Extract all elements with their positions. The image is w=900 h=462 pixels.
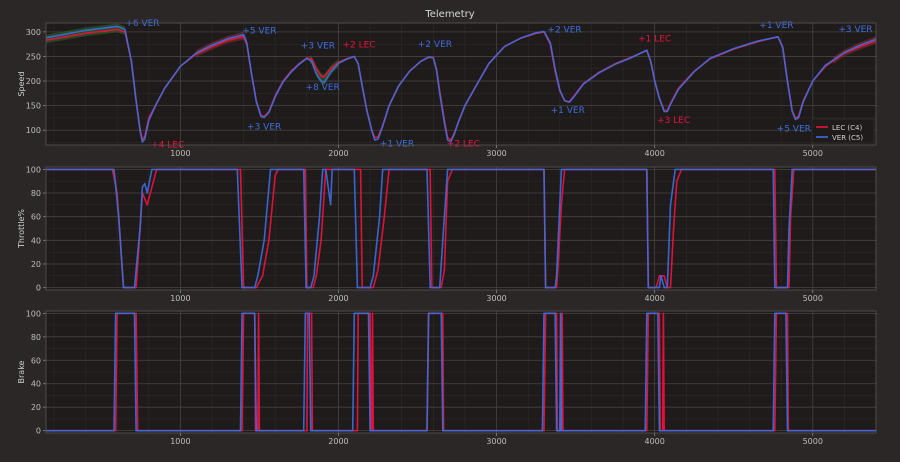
delta-annotation: +1 VER bbox=[380, 139, 414, 149]
x-tick-label: 1000 bbox=[170, 294, 190, 303]
delta-annotation: +3 VER bbox=[247, 122, 281, 132]
delta-annotation: +5 VER bbox=[242, 26, 276, 36]
legend-label-lec: LEC (C4) bbox=[832, 124, 863, 132]
y-tick-label: 100 bbox=[26, 126, 41, 135]
delta-annotation: +1 VER bbox=[551, 106, 585, 116]
x-tick-label: 4000 bbox=[644, 149, 664, 158]
panel-throttle: 1000 2000 3000 4000 5000 0 20 40 60 80 100 Throttle… bbox=[17, 165, 877, 303]
x-tick-label: 3000 bbox=[486, 149, 506, 158]
delta-annotation: +2 LEC bbox=[342, 41, 375, 51]
y-tick-label: 60 bbox=[31, 213, 41, 222]
y-tick-label: 150 bbox=[26, 102, 41, 111]
x-tick-label: 1000 bbox=[170, 149, 190, 158]
x-tick-label: 5000 bbox=[803, 149, 823, 158]
y-axis-label: Speed bbox=[17, 71, 26, 96]
y-tick-label: 80 bbox=[31, 189, 41, 198]
panel-speed: 1000 2000 3000 4000 5000 100 150 200 250 300 Speed… bbox=[17, 19, 877, 158]
y-tick-label: 0 bbox=[36, 284, 41, 293]
delta-annotation: +5 VER bbox=[777, 125, 811, 135]
x-tick-label: 4000 bbox=[644, 294, 664, 303]
plot-area bbox=[46, 23, 876, 145]
delta-annotation: +2 VER bbox=[418, 40, 452, 50]
y-tick-label: 40 bbox=[31, 236, 41, 245]
legend-label-ver: VER (C5) bbox=[832, 134, 863, 142]
delta-annotation: +2 VER bbox=[547, 25, 581, 35]
x-tick-label: 1000 bbox=[170, 437, 190, 446]
y-tick-label: 80 bbox=[31, 333, 41, 342]
panel-brake: 1000 2000 3000 4000 5000 0 20 40 60 80 100 Brake bbox=[17, 309, 877, 446]
series-line-ver bbox=[45, 25, 877, 143]
chart-title: Telemetry bbox=[424, 9, 474, 20]
y-tick-label: 250 bbox=[26, 52, 41, 61]
delta-annotation: +8 VER bbox=[306, 83, 340, 93]
x-tick-label: 2000 bbox=[328, 149, 348, 158]
delta-annotation: +3 LEC bbox=[657, 116, 690, 126]
delta-annotation: +1 VER bbox=[759, 21, 793, 31]
y-tick-label: 300 bbox=[26, 28, 41, 37]
y-tick-label: 40 bbox=[31, 380, 41, 389]
y-tick-label: 100 bbox=[26, 165, 41, 174]
x-tick-label: 3000 bbox=[486, 437, 506, 446]
delta-annotation: +4 LEC bbox=[151, 140, 184, 150]
delta-annotation: +3 VER bbox=[838, 25, 872, 35]
y-tick-label: 20 bbox=[31, 260, 41, 269]
delta-annotation: +6 VER bbox=[125, 19, 159, 29]
legend: LEC (C4) VER (C5) bbox=[811, 118, 875, 144]
series-line-ver bbox=[46, 312, 876, 432]
x-tick-label: 5000 bbox=[803, 437, 823, 446]
plot-frame bbox=[45, 166, 877, 291]
x-tick-label: 2000 bbox=[328, 294, 348, 303]
x-tick-label: 3000 bbox=[486, 294, 506, 303]
legend-box bbox=[811, 118, 875, 144]
delta-annotation: +3 VER bbox=[301, 42, 335, 52]
x-tick-label: 2000 bbox=[328, 437, 348, 446]
delta-annotation: +1 LEC bbox=[638, 35, 671, 45]
y-tick-label: 0 bbox=[36, 427, 41, 436]
y-axis-label: Throttle% bbox=[17, 209, 26, 249]
y-tick-label: 100 bbox=[26, 309, 41, 318]
plot-frame bbox=[45, 310, 877, 434]
x-tick-label: 4000 bbox=[644, 437, 664, 446]
plot-frame bbox=[45, 22, 877, 146]
y-tick-label: 200 bbox=[26, 77, 41, 86]
y-tick-label: 60 bbox=[31, 356, 41, 365]
y-axis-label: Brake bbox=[17, 360, 26, 383]
y-tick-label: 20 bbox=[31, 403, 41, 412]
x-tick-label: 5000 bbox=[803, 294, 823, 303]
series-line-ver bbox=[46, 168, 876, 289]
delta-annotation: +2 LEC bbox=[447, 139, 480, 149]
